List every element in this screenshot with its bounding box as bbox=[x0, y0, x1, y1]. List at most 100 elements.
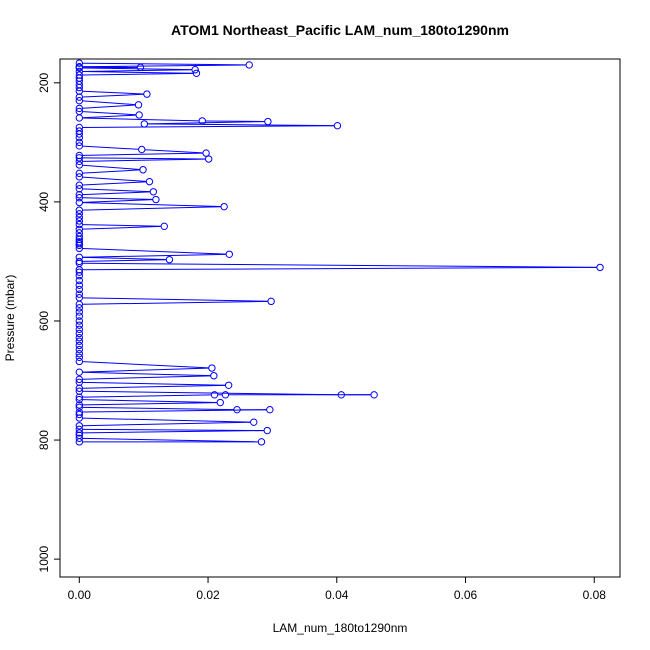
data-point bbox=[210, 372, 218, 380]
series-segment bbox=[82, 90, 144, 95]
data-point bbox=[75, 321, 84, 329]
data-point bbox=[75, 154, 84, 162]
data-point bbox=[75, 414, 84, 422]
data-point bbox=[75, 268, 84, 276]
data-point bbox=[233, 405, 241, 414]
data-point bbox=[75, 429, 84, 437]
series-segment bbox=[82, 202, 221, 208]
series-segment bbox=[82, 64, 246, 68]
series-segment bbox=[82, 262, 597, 268]
data-point bbox=[75, 290, 84, 298]
data-point bbox=[75, 194, 84, 202]
series-segment bbox=[82, 69, 192, 72]
series-segment bbox=[82, 375, 211, 380]
series-segment bbox=[82, 191, 150, 196]
data-point bbox=[75, 438, 84, 446]
data-point bbox=[257, 438, 266, 446]
series-segment bbox=[82, 406, 234, 411]
plot-area bbox=[75, 59, 604, 446]
series-segment bbox=[82, 145, 139, 150]
series-segment bbox=[82, 169, 140, 174]
series-segment bbox=[82, 181, 147, 186]
series-segment bbox=[82, 256, 167, 261]
series-segment bbox=[82, 259, 167, 262]
series-segment bbox=[145, 149, 203, 154]
series-segment bbox=[82, 402, 217, 406]
data-point bbox=[250, 418, 258, 426]
data-point bbox=[216, 398, 224, 407]
data-point bbox=[198, 117, 206, 125]
data-point bbox=[75, 220, 84, 229]
data-point bbox=[224, 381, 233, 389]
data-point bbox=[75, 232, 84, 241]
data-point bbox=[75, 350, 84, 358]
series-segment bbox=[82, 157, 206, 160]
data-point bbox=[143, 90, 151, 98]
data-point bbox=[191, 66, 199, 74]
data-point bbox=[75, 241, 84, 250]
data-point bbox=[75, 375, 84, 384]
data-point bbox=[210, 391, 219, 399]
series-segment bbox=[82, 300, 268, 305]
data-point bbox=[75, 210, 84, 218]
data-point bbox=[75, 191, 84, 199]
data-point bbox=[75, 276, 84, 285]
data-point bbox=[75, 341, 84, 350]
series-segment bbox=[82, 225, 161, 230]
y-tick-label: 600 bbox=[37, 311, 51, 331]
data-point bbox=[75, 357, 84, 366]
data-point bbox=[221, 391, 230, 399]
series-segment bbox=[82, 361, 209, 369]
data-point bbox=[75, 169, 84, 178]
plot-frame bbox=[59, 58, 621, 578]
series-segment bbox=[82, 253, 226, 258]
series-segment bbox=[82, 199, 153, 203]
data-point bbox=[337, 391, 345, 399]
data-point bbox=[75, 317, 84, 325]
data-point bbox=[75, 325, 84, 334]
data-point bbox=[75, 300, 84, 309]
data-point bbox=[75, 281, 84, 289]
data-point bbox=[75, 304, 84, 312]
x-tick-label: 0.08 bbox=[583, 588, 607, 602]
data-point bbox=[135, 111, 143, 119]
data-point bbox=[264, 117, 272, 126]
y-tick-label: 1000 bbox=[37, 545, 51, 572]
data-point bbox=[165, 255, 174, 264]
data-point bbox=[75, 161, 84, 169]
data-point bbox=[75, 114, 84, 122]
data-point bbox=[245, 61, 253, 69]
series-segment bbox=[82, 206, 221, 211]
series-segment bbox=[147, 121, 265, 125]
data-point bbox=[75, 368, 84, 376]
y-axis: 200 400 600 800 1000 bbox=[37, 72, 61, 572]
data-point bbox=[192, 69, 201, 77]
y-tick-label: 200 bbox=[37, 72, 51, 92]
data-point bbox=[75, 410, 84, 419]
data-point bbox=[75, 285, 84, 294]
data-point bbox=[75, 384, 84, 392]
series-segment bbox=[82, 247, 226, 255]
data-point bbox=[75, 206, 84, 214]
data-point bbox=[160, 222, 168, 231]
data-point bbox=[75, 198, 84, 207]
x-tick-label: 0.02 bbox=[196, 588, 220, 602]
data-point bbox=[75, 244, 84, 253]
series-segment bbox=[82, 62, 246, 66]
data-point bbox=[75, 83, 84, 92]
series-segment bbox=[82, 409, 267, 413]
series-segment bbox=[82, 430, 264, 434]
series-segment bbox=[82, 71, 194, 74]
data-point bbox=[75, 272, 84, 280]
data-point bbox=[75, 138, 84, 147]
data-point bbox=[138, 145, 146, 154]
data-point bbox=[75, 130, 84, 138]
data-point bbox=[145, 177, 154, 186]
series-segment bbox=[82, 421, 251, 427]
data-point bbox=[75, 308, 84, 316]
data-point bbox=[75, 173, 84, 181]
series-segment bbox=[82, 417, 251, 423]
y-axis-label: Pressure (mbar) bbox=[3, 275, 17, 362]
data-point bbox=[596, 263, 604, 272]
series-segment bbox=[82, 164, 140, 170]
